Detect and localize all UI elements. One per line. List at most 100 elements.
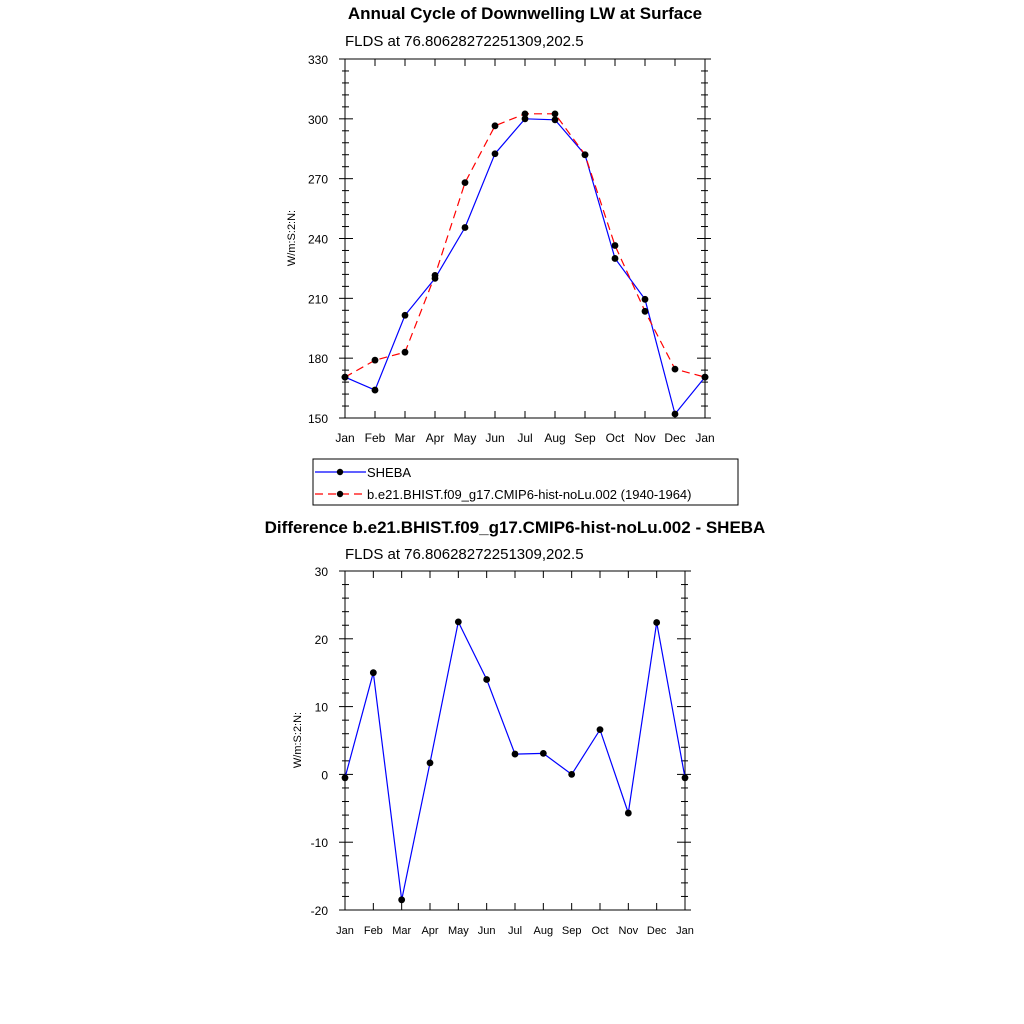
y-tick-label: 180 (308, 352, 328, 366)
y-axis-label: W/m:S:2:N: (286, 210, 298, 266)
x-tick-label: Sep (562, 925, 582, 937)
data-point (341, 774, 349, 782)
data-point (398, 896, 406, 904)
x-tick-label: Sep (574, 431, 596, 445)
data-point (431, 271, 439, 279)
data-point (461, 179, 469, 187)
y-axis-label: W/m:S:2:N: (292, 712, 304, 768)
data-point (611, 255, 619, 262)
data-point (681, 774, 689, 782)
axis-ticks (339, 58, 711, 419)
data-point (491, 122, 499, 130)
y-tick-label: 240 (308, 233, 328, 247)
y-tick-label: 20 (315, 633, 329, 647)
x-tick-label: May (454, 431, 477, 445)
data-point (454, 618, 462, 626)
x-tick-label: Jan (695, 431, 714, 445)
y-tick-label: 270 (308, 173, 328, 187)
series-lines (344, 113, 706, 416)
x-tick-label: Feb (365, 431, 386, 445)
x-tick-label: Jan (676, 925, 694, 937)
x-tick-label: Aug (544, 431, 565, 445)
data-point (568, 771, 576, 778)
series-markers (341, 618, 689, 904)
data-point (401, 311, 409, 319)
x-tick-label: Jun (485, 431, 504, 445)
data-point (671, 410, 679, 418)
chart-title: Annual Cycle of Downwelling LW at Surfac… (348, 4, 702, 23)
data-point (371, 386, 379, 394)
x-tick-label: Oct (606, 431, 625, 445)
chart-title: Difference b.e21.BHIST.f09_g17.CMIP6-his… (265, 518, 766, 537)
x-tick-label: Oct (591, 925, 608, 937)
legend: SHEBA b.e21.BHIST.f09_g17.CMIP6-hist-noL… (312, 458, 739, 506)
x-tick-label: Jul (517, 431, 532, 445)
series-line-0 (344, 118, 706, 416)
x-tick-label: Nov (619, 925, 639, 937)
data-point (581, 151, 589, 159)
y-tick-label: 150 (308, 412, 328, 426)
y-tick-label: 0 (321, 768, 328, 782)
data-point (653, 619, 661, 626)
x-tick-label: Dec (647, 925, 667, 937)
data-point (521, 110, 529, 118)
legend-label-sheba: SHEBA (367, 465, 411, 480)
y-tick-label: 330 (308, 53, 328, 67)
legend-marker-model (336, 490, 344, 498)
data-point (671, 365, 679, 373)
annual-cycle-chart: Annual Cycle of Downwelling LW at Surfac… (286, 4, 739, 506)
x-tick-label: Jan (335, 431, 354, 445)
data-point (551, 110, 559, 118)
x-tick-label: May (448, 925, 469, 937)
legend-label-model: b.e21.BHIST.f09_g17.CMIP6-hist-noLu.002 … (367, 487, 691, 502)
data-point (641, 295, 649, 303)
axis-ticks (339, 570, 691, 911)
data-point (551, 116, 559, 124)
series-lines (344, 620, 686, 900)
data-point (511, 750, 519, 758)
x-tick-label: Dec (664, 431, 685, 445)
legend-marker-sheba (336, 468, 344, 476)
data-point (401, 348, 409, 356)
data-point (521, 115, 529, 123)
chart-subtitle: FLDS at 76.80628272251309,202.5 (345, 546, 584, 563)
y-tick-label: 10 (315, 701, 329, 715)
legend-box (312, 458, 739, 506)
tick-labels: Jan Feb Mar Apr May Jun Jul Aug Sep Oct Nov Dec Jan 1… (308, 53, 715, 445)
data-point (596, 726, 604, 734)
x-tick-label: Jan (336, 925, 354, 937)
x-tick-label: Jun (478, 925, 496, 937)
plot-frame (344, 570, 686, 911)
x-tick-label: Aug (534, 925, 554, 937)
series-line-0 (344, 620, 686, 900)
y-tick-label: 30 (315, 565, 329, 579)
y-tick-label: 300 (308, 113, 328, 127)
data-point (491, 150, 499, 158)
data-point (341, 373, 349, 381)
difference-chart: Difference b.e21.BHIST.f09_g17.CMIP6-his… (265, 518, 766, 937)
data-point (611, 242, 619, 249)
data-point (371, 356, 379, 364)
y-tick-label: -20 (311, 904, 329, 918)
tick-labels: Jan Feb Mar Apr May Jun Jul Aug Sep Oct Nov Dec Jan-… (311, 565, 694, 937)
x-tick-label: Apr (421, 925, 438, 937)
x-tick-label: Nov (634, 431, 655, 445)
series-line-1 (344, 113, 706, 378)
x-tick-label: Feb (364, 925, 383, 937)
data-point (624, 809, 632, 817)
x-tick-label: Apr (426, 431, 445, 445)
y-tick-label: 210 (308, 292, 328, 306)
y-tick-label: -10 (311, 836, 329, 850)
data-point (641, 307, 649, 315)
data-point (369, 669, 377, 677)
chart-subtitle: FLDS at 76.80628272251309,202.5 (345, 33, 584, 50)
data-point (483, 676, 491, 683)
x-tick-label: Mar (395, 431, 416, 445)
data-point (426, 759, 434, 767)
data-point (461, 224, 469, 231)
data-point (701, 373, 709, 381)
x-tick-label: Jul (508, 925, 522, 937)
data-point (539, 749, 547, 757)
x-tick-label: Mar (392, 925, 411, 937)
